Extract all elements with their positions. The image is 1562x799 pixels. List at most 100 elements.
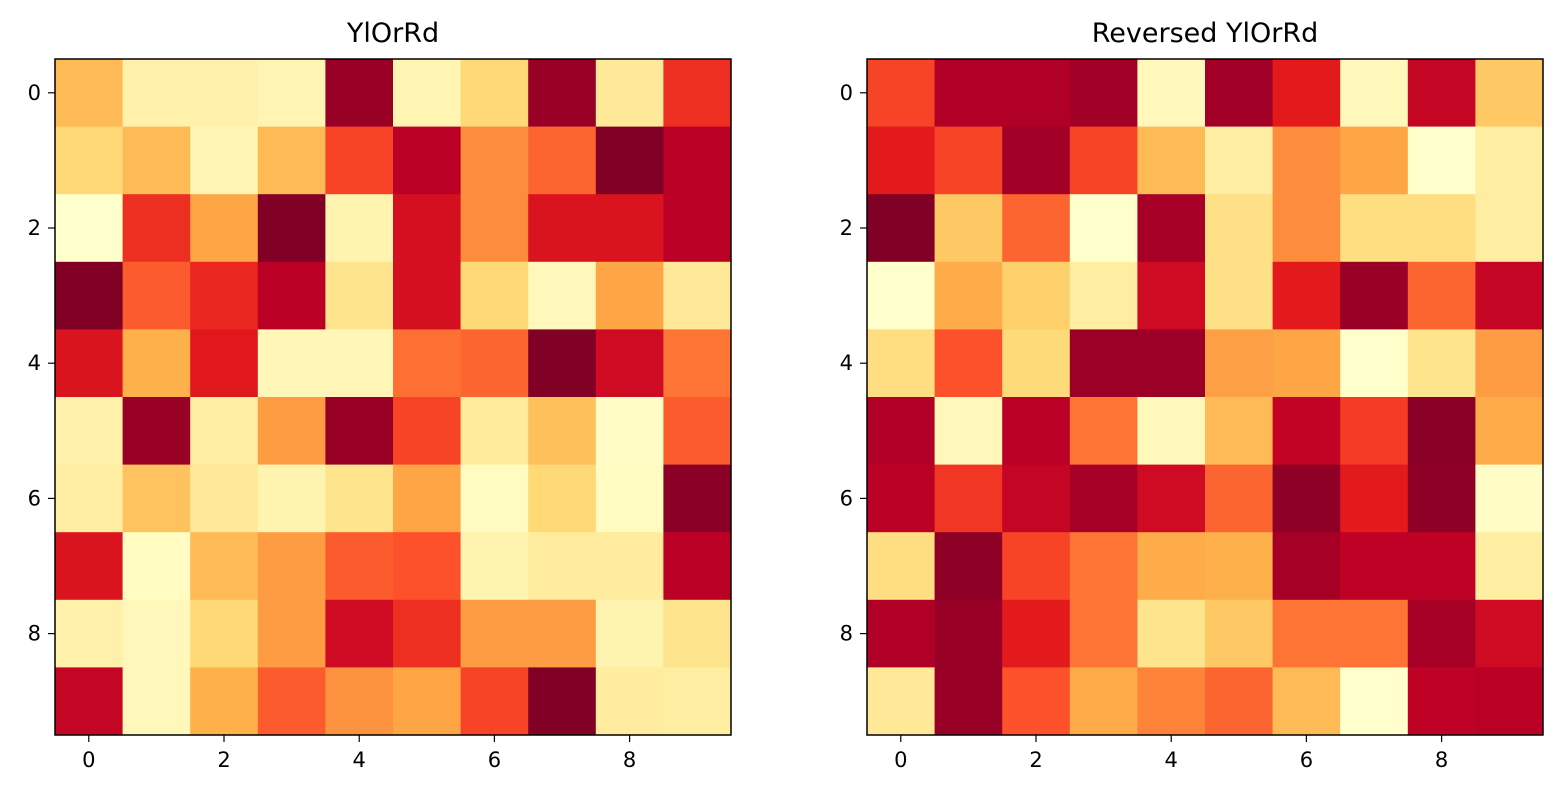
heatmap-cell	[867, 599, 936, 668]
heatmap-cell	[1407, 261, 1476, 330]
heatmap-cell	[595, 397, 664, 466]
heatmap-cell	[1340, 532, 1409, 601]
axes-frame	[54, 58, 732, 736]
heatmap-cell	[1069, 59, 1138, 128]
heatmap-cell	[1002, 667, 1071, 736]
heatmap-cell	[1272, 464, 1341, 533]
heatmap-cell	[257, 532, 326, 601]
heatmap-cell	[1002, 599, 1071, 668]
heatmap-cell	[934, 599, 1003, 668]
heatmap-cell	[1137, 329, 1206, 398]
heatmap-cell	[934, 329, 1003, 398]
heatmap-cell	[1069, 532, 1138, 601]
heatmap-cell	[867, 59, 936, 128]
heatmap-cell	[393, 599, 462, 668]
heatmap-cell	[867, 126, 936, 195]
heatmap-cell	[1272, 397, 1341, 466]
y-tick-label: 0	[840, 81, 853, 105]
heatmap-cell	[1002, 397, 1071, 466]
y-axis: 0 2 4 6 8	[840, 81, 867, 646]
heatmap-cell	[1002, 261, 1071, 330]
heatmap-cell	[325, 329, 394, 398]
heatmap-cell	[257, 329, 326, 398]
y-tick-label: 4	[28, 351, 41, 375]
heatmap-cell	[1340, 126, 1409, 195]
heatmap-cell	[1407, 126, 1476, 195]
x-tick-label: 8	[1435, 748, 1448, 772]
y-tick-label: 0	[28, 81, 41, 105]
heatmap-cell	[867, 397, 936, 466]
heatmap-cell	[1205, 261, 1274, 330]
heatmap-cell	[1340, 59, 1409, 128]
heatmap-cell	[55, 532, 124, 601]
heatmap-cell	[663, 532, 732, 601]
heatmap-cell	[1407, 194, 1476, 263]
heatmap-cell	[55, 397, 124, 466]
heatmap-cell	[595, 532, 664, 601]
heatmap-cell	[528, 667, 597, 736]
heatmap-cell	[1137, 397, 1206, 466]
heatmap-cell	[1137, 59, 1206, 128]
heatmap-cell	[595, 599, 664, 668]
heatmap-cell	[1069, 464, 1138, 533]
heatmap-cell	[460, 329, 529, 398]
heatmap-cell	[1137, 194, 1206, 263]
y-tick-label: 6	[840, 486, 853, 510]
heatmap-cell	[1475, 532, 1544, 601]
heatmap-cell	[393, 397, 462, 466]
heatmap-cell	[1205, 464, 1274, 533]
heatmap-cell	[1002, 59, 1071, 128]
heatmap-cell	[257, 599, 326, 668]
heatmap-cell	[122, 397, 191, 466]
heatmap-cell	[1272, 667, 1341, 736]
heatmap-cell	[1272, 532, 1341, 601]
heatmap-cell	[1272, 329, 1341, 398]
heatmap-cell	[663, 464, 732, 533]
chart-title: YlOrRd	[346, 18, 439, 49]
heatmap-cell	[663, 397, 732, 466]
heatmap-cell	[1407, 397, 1476, 466]
heatmap-cell	[1475, 667, 1544, 736]
y-tick-label: 2	[840, 216, 853, 240]
heatmap-cell	[257, 126, 326, 195]
heatmap-cell	[460, 667, 529, 736]
heatmap-cell	[393, 329, 462, 398]
heatmap-cell	[663, 599, 732, 668]
heatmap-cell	[122, 667, 191, 736]
heatmap-cell	[190, 667, 259, 736]
heatmap-cell	[528, 126, 597, 195]
heatmap-cell	[1475, 59, 1544, 128]
heatmap-cell	[55, 261, 124, 330]
heatmap-cell	[1407, 329, 1476, 398]
x-tick-label: 4	[353, 748, 366, 772]
heatmap-cell	[122, 261, 191, 330]
heatmap-cell	[1205, 126, 1274, 195]
heatmap-cell	[528, 397, 597, 466]
heatmap-cell	[1205, 599, 1274, 668]
heatmap-cell	[1002, 194, 1071, 263]
heatmap-cell	[1205, 59, 1274, 128]
heatmap-cell	[1340, 464, 1409, 533]
heatmap-cell	[55, 464, 124, 533]
heatmap-cell	[190, 464, 259, 533]
heatmap-cell	[325, 667, 394, 736]
heatmap-cell	[1002, 126, 1071, 195]
heatmap-cell	[325, 194, 394, 263]
heatmap-cell	[190, 397, 259, 466]
heatmap-cell	[1475, 599, 1544, 668]
heatmap-cell	[55, 599, 124, 668]
heatmap-cell	[122, 126, 191, 195]
heatmap-cell	[1475, 126, 1544, 195]
heatmap-cell	[1205, 532, 1274, 601]
heatmap-cell	[934, 464, 1003, 533]
heatmap-cell	[55, 329, 124, 398]
heatmap-cell	[528, 194, 597, 263]
heatmap-cell	[528, 599, 597, 668]
heatmap-cell	[1069, 667, 1138, 736]
heatmap-cell	[460, 397, 529, 466]
heatmap-cell	[393, 464, 462, 533]
heatmap-cell	[122, 464, 191, 533]
heatmap-cell	[867, 464, 936, 533]
heatmap-cell	[934, 59, 1003, 128]
